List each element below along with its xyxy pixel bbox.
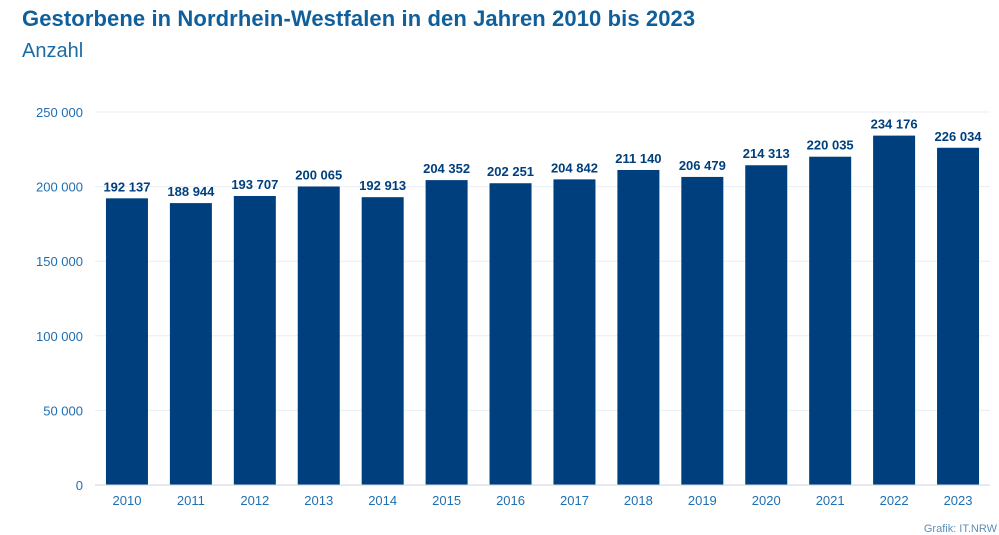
data-label: 193 707 xyxy=(231,177,278,192)
y-tick-label: 250 000 xyxy=(36,105,83,120)
bar xyxy=(489,183,532,485)
bar xyxy=(745,165,788,486)
source-credit: Grafik: IT.NRW xyxy=(923,523,997,535)
x-tick-label: 2023 xyxy=(944,493,973,508)
bar xyxy=(873,135,916,485)
y-tick-label: 0 xyxy=(76,478,83,493)
bar xyxy=(169,203,212,485)
data-label: 192 137 xyxy=(103,179,150,194)
bar xyxy=(425,180,468,485)
bar xyxy=(553,179,596,485)
x-tick-label: 2010 xyxy=(113,493,142,508)
y-tick-label: 150 000 xyxy=(36,254,83,269)
bar xyxy=(681,176,724,485)
data-label: 188 944 xyxy=(167,184,215,199)
bar xyxy=(233,195,276,486)
chart-title: Gestorbene in Nordrhein-Westfalen in den… xyxy=(22,6,696,31)
data-label: 214 313 xyxy=(743,146,790,161)
x-tick-label: 2018 xyxy=(624,493,653,508)
data-label: 226 034 xyxy=(935,129,983,144)
data-label: 220 035 xyxy=(807,138,854,153)
y-tick-label: 50 000 xyxy=(43,403,83,418)
x-tick-label: 2022 xyxy=(880,493,909,508)
data-label: 192 913 xyxy=(359,178,406,193)
x-tick-label: 2012 xyxy=(240,493,269,508)
bar xyxy=(617,169,660,485)
data-label: 206 479 xyxy=(679,158,726,173)
bar xyxy=(105,198,148,485)
data-label: 202 251 xyxy=(487,164,534,179)
data-label: 211 140 xyxy=(615,151,661,166)
x-tick-label: 2013 xyxy=(304,493,333,508)
x-tick-label: 2016 xyxy=(496,493,525,508)
x-tick-label: 2017 xyxy=(560,493,589,508)
x-tick-label: 2015 xyxy=(432,493,461,508)
bar xyxy=(809,156,852,486)
x-tick-label: 2019 xyxy=(688,493,717,508)
y-tick-label: 100 000 xyxy=(36,329,83,344)
x-tick-label: 2011 xyxy=(177,493,205,508)
x-tick-label: 2014 xyxy=(368,493,397,508)
data-label: 204 352 xyxy=(423,161,470,176)
bar xyxy=(361,197,404,485)
bar xyxy=(937,147,980,486)
data-label: 204 842 xyxy=(551,160,598,175)
data-label: 234 176 xyxy=(871,117,918,132)
x-tick-label: 2021 xyxy=(816,493,845,508)
y-tick-label: 200 000 xyxy=(36,180,83,195)
data-label: 200 065 xyxy=(295,168,342,183)
bar xyxy=(297,186,340,485)
chart-subtitle: Anzahl xyxy=(22,40,84,62)
x-tick-label: 2020 xyxy=(752,493,781,508)
